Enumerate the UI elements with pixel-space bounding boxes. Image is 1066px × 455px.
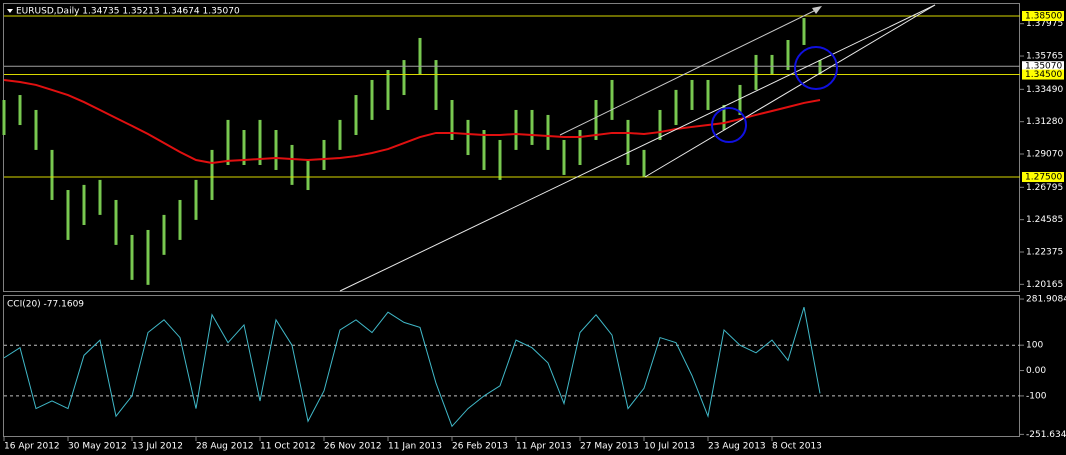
y-tick-label: 1.37975 <box>1026 19 1063 29</box>
y-tick-label: 1.31280 <box>1026 117 1063 127</box>
highlight-circle <box>794 46 838 90</box>
trend-line <box>644 4 936 178</box>
highlight-circle <box>711 107 747 143</box>
level-label: 1.35070 <box>1025 62 1062 72</box>
x-tick-label: 26 Feb 2013 <box>452 442 508 452</box>
moving-average <box>3 78 821 164</box>
cci-title: CCI(20) -77.1609 <box>7 300 84 310</box>
trend-arrow <box>812 6 822 14</box>
level-label: 1.27500 <box>1025 172 1062 182</box>
x-tick-label: 16 Apr 2012 <box>4 442 60 452</box>
price-title: EURUSD,Daily 1.34735 1.35213 1.34674 1.3… <box>16 7 240 17</box>
cci-panel-frame <box>3 295 1020 437</box>
y-tick-label: 1.29070 <box>1026 150 1063 160</box>
level-label-box <box>1022 11 1064 22</box>
level-label-box <box>1022 61 1064 72</box>
y-tick-label: 1.24585 <box>1026 215 1063 225</box>
y-tick-label: 1.35765 <box>1026 52 1063 62</box>
x-tick-label: 27 May 2013 <box>580 442 639 452</box>
y-tick-label: 100 <box>1026 341 1043 351</box>
y-tick-label: 1.22375 <box>1026 247 1063 257</box>
x-tick-label: 28 Aug 2012 <box>196 442 254 452</box>
x-tick-label: 13 Jul 2012 <box>132 442 183 452</box>
level-label-box <box>1022 171 1064 182</box>
x-tick-label: 8 Oct 2013 <box>772 442 822 452</box>
level-label: 1.38500 <box>1025 12 1062 22</box>
x-tick-label: 11 Oct 2012 <box>260 442 316 452</box>
level-label: 1.34500 <box>1025 70 1062 80</box>
menu-triangle <box>7 9 13 13</box>
cci-line <box>3 307 821 428</box>
x-tick-label: 23 Aug 2013 <box>708 442 766 452</box>
y-tick-label: -100 <box>1026 391 1047 401</box>
y-tick-label: 281.9084 <box>1026 295 1066 305</box>
level-label-box <box>1022 69 1064 80</box>
y-tick-label: 0.00 <box>1026 366 1046 376</box>
x-tick-label: 30 May 2012 <box>68 442 127 452</box>
trend-line <box>559 7 821 136</box>
trend-line <box>339 4 936 292</box>
x-tick-label: 26 Nov 2012 <box>324 442 382 452</box>
y-tick-label: 1.33490 <box>1026 85 1063 95</box>
y-tick-label: -251.6349 <box>1026 430 1066 440</box>
x-tick-label: 11 Jan 2013 <box>388 442 442 452</box>
x-tick-label: 10 Jul 2013 <box>644 442 695 452</box>
y-tick-label: 1.26795 <box>1026 183 1063 193</box>
y-tick-label: 1.20165 <box>1026 280 1063 290</box>
price-panel-frame <box>3 3 1020 292</box>
x-tick-label: 11 Apr 2013 <box>516 442 572 452</box>
plot-area: 1.37975 1.35765 1.33490 1.31280 1.29070 1.267… <box>2 11 1066 452</box>
